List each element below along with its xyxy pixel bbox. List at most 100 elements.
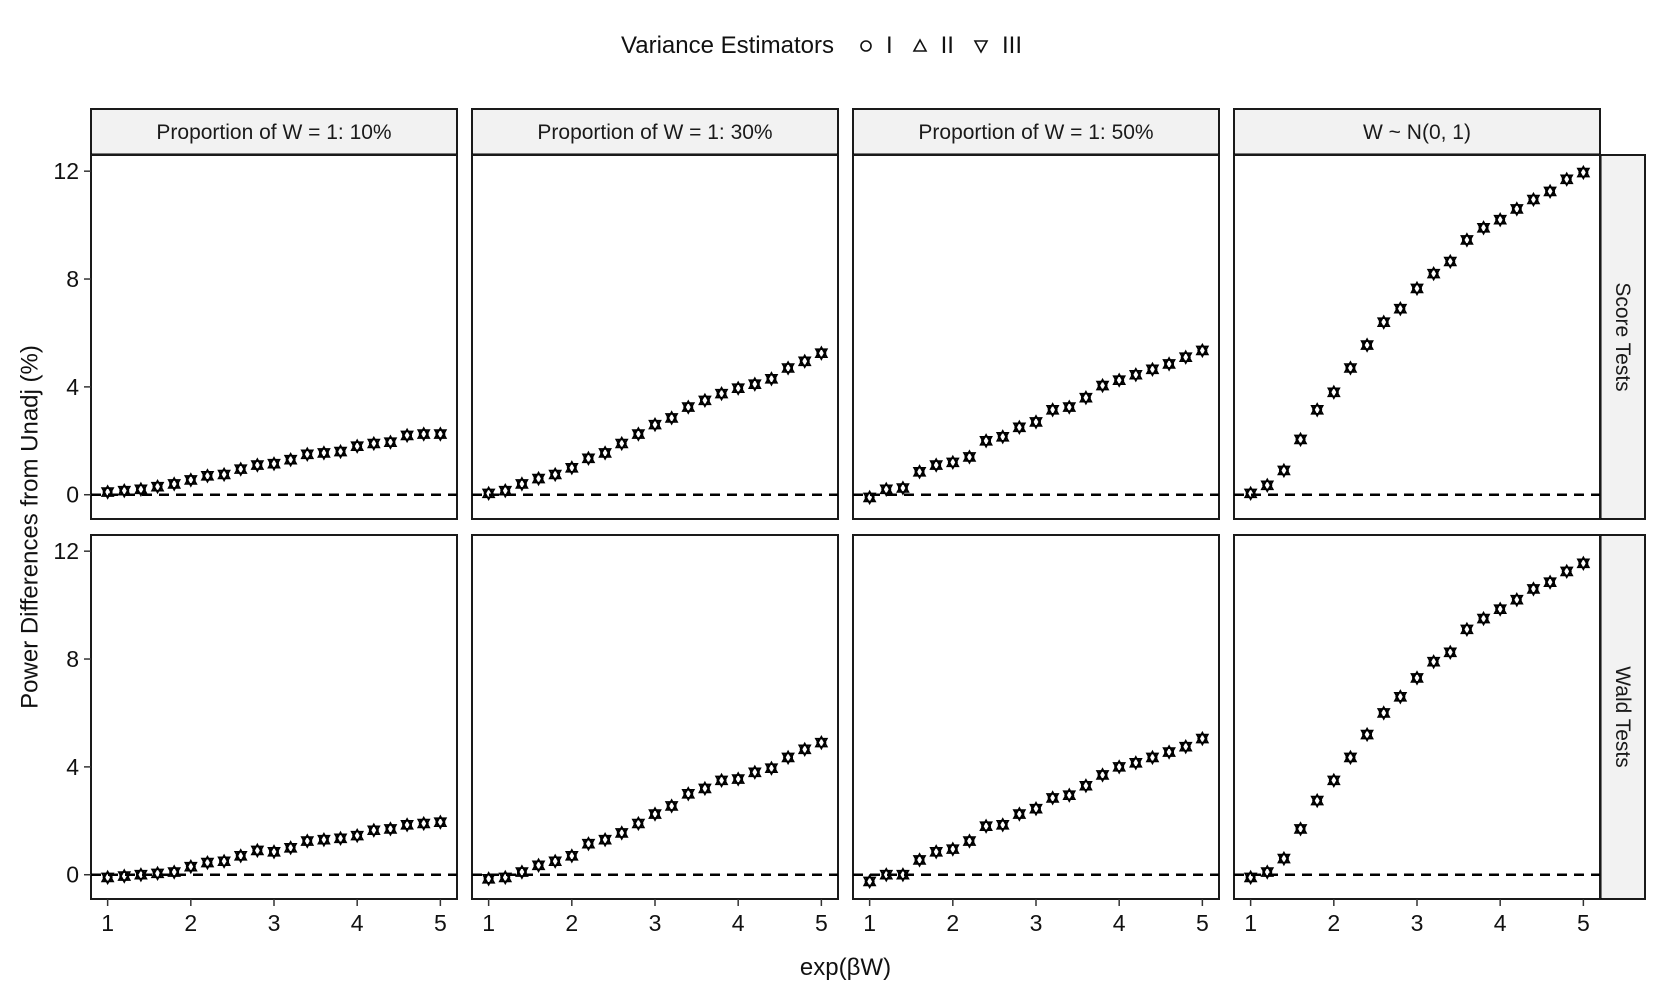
- strip-box: [471, 108, 839, 156]
- data-point-triangle-down: [1062, 402, 1077, 415]
- facet-row-label: Wald Tests: [1611, 666, 1634, 768]
- data-point-triangle-up: [1012, 806, 1027, 819]
- data-point-triangle-up: [531, 857, 546, 871]
- y-tick-label: 12: [53, 538, 79, 564]
- y-tick-label: 4: [66, 374, 79, 400]
- x-tick-label: 2: [565, 910, 578, 936]
- data-point-triangle-down: [1476, 223, 1491, 236]
- data-point-triangle-up: [366, 822, 381, 836]
- data-point-triangle-down: [1195, 345, 1210, 359]
- series-II: [1243, 164, 1591, 499]
- data-point-triangle-up: [1062, 399, 1077, 412]
- data-point-triangle-down: [117, 485, 132, 499]
- data-point-triangle-down: [764, 373, 779, 387]
- data-point-triangle-down: [1293, 824, 1308, 837]
- data-point-triangle-up: [1393, 301, 1408, 314]
- series-II: [862, 730, 1210, 887]
- panel-2-3: 1 2 3 4 5: [852, 534, 1220, 936]
- data-point-triangle-down: [183, 475, 198, 488]
- data-point-triangle-down: [1128, 758, 1143, 771]
- data-point-triangle-down: [1443, 647, 1458, 660]
- data-point-triangle-down: [333, 833, 348, 846]
- data-point-triangle-up: [366, 435, 381, 449]
- data-point-triangle-up: [1443, 253, 1458, 267]
- data-point-triangle-up: [1095, 767, 1110, 780]
- data-point-triangle-down: [1243, 872, 1258, 886]
- x-tick-label: 1: [863, 910, 876, 936]
- data-point-triangle-down: [531, 473, 546, 487]
- data-point-triangle-down: [1145, 364, 1160, 378]
- x-tick-label: 4: [732, 910, 745, 936]
- facet-strip-top-2: Proportion of W = 1: 30%: [471, 108, 839, 157]
- x-tick-label: 2: [946, 910, 959, 936]
- data-point-triangle-down: [416, 429, 431, 442]
- panel-border: [90, 534, 458, 900]
- data-point-triangle-up: [1112, 372, 1127, 385]
- data-point-triangle-up: [797, 353, 812, 367]
- data-point-triangle-down: [1045, 793, 1060, 806]
- data-point-triangle-up: [1293, 431, 1308, 445]
- data-point-triangle-down: [267, 458, 281, 472]
- data-point-triangle-up: [912, 464, 927, 477]
- series-III: [862, 733, 1210, 890]
- data-point-triangle-down: [681, 789, 696, 802]
- data-point-triangle-down: [814, 348, 829, 361]
- data-point-triangle-up: [862, 873, 877, 887]
- data-point-triangle-up: [283, 452, 298, 465]
- data-point-triangle-down: [698, 783, 712, 797]
- data-point-triangle-up: [1243, 869, 1258, 883]
- data-point-triangle-up: [317, 445, 331, 458]
- data-point-triangle-up: [731, 380, 746, 394]
- data-point-triangle-down: [862, 492, 877, 506]
- data-point-triangle-up: [167, 864, 182, 877]
- x-tick-label: 3: [268, 910, 281, 936]
- data-point-triangle-down: [1045, 404, 1060, 418]
- data-point-triangle-down: [167, 479, 182, 492]
- data-point-triangle-up: [714, 772, 729, 786]
- data-point-triangle-up: [1162, 744, 1176, 757]
- data-point-triangle-up: [879, 481, 894, 495]
- series-III: [100, 817, 448, 886]
- data-point-triangle-up: [1443, 644, 1458, 658]
- data-point-triangle-up: [598, 445, 612, 458]
- data-point-triangle-up: [614, 825, 629, 838]
- data-point-triangle-up: [1012, 419, 1027, 433]
- data-point-triangle-down: [515, 867, 529, 880]
- data-point-triangle-down: [1277, 465, 1291, 479]
- data-point-triangle-down: [383, 437, 398, 450]
- panel-1-4: [1233, 154, 1601, 520]
- data-point-triangle-up: [681, 399, 696, 412]
- data-point-triangle-down: [400, 820, 414, 833]
- data-point-triangle-up: [1079, 390, 1093, 403]
- data-point-triangle-up: [1343, 749, 1358, 763]
- data-point-triangle-up: [698, 780, 712, 794]
- data-point-triangle-down: [1410, 283, 1424, 297]
- data-point-triangle-down: [1095, 380, 1110, 394]
- series-II: [100, 426, 448, 497]
- legend-title: Variance Estimators: [621, 32, 834, 59]
- data-point-triangle-up: [814, 345, 829, 358]
- data-point-triangle-down: [1576, 167, 1591, 181]
- data-point-triangle-down: [631, 818, 646, 832]
- panel-border: [1233, 534, 1601, 900]
- data-point-triangle-down: [1493, 214, 1508, 228]
- data-point-triangle-down: [200, 857, 215, 871]
- data-point-triangle-down: [1360, 340, 1374, 353]
- data-point-triangle-up: [498, 869, 513, 883]
- data-point-triangle-up: [1343, 360, 1358, 373]
- x-tick-label: 5: [1577, 910, 1590, 936]
- data-point-triangle-up: [433, 426, 448, 439]
- data-point-triangle-up: [1410, 280, 1424, 294]
- data-point-triangle-down: [1326, 775, 1341, 789]
- data-point-triangle-down: [1029, 803, 1043, 817]
- data-point-triangle-up: [1112, 759, 1127, 772]
- data-point-triangle-up: [400, 427, 414, 441]
- data-point-triangle-down: [1426, 656, 1441, 670]
- data-point-triangle-up: [267, 456, 281, 469]
- data-point-triangle-up: [283, 840, 298, 853]
- data-point-triangle-up: [1145, 749, 1160, 763]
- data-point-triangle-down: [1293, 434, 1308, 448]
- data-point-triangle-down: [962, 452, 977, 465]
- data-point-triangle-up: [1029, 414, 1043, 427]
